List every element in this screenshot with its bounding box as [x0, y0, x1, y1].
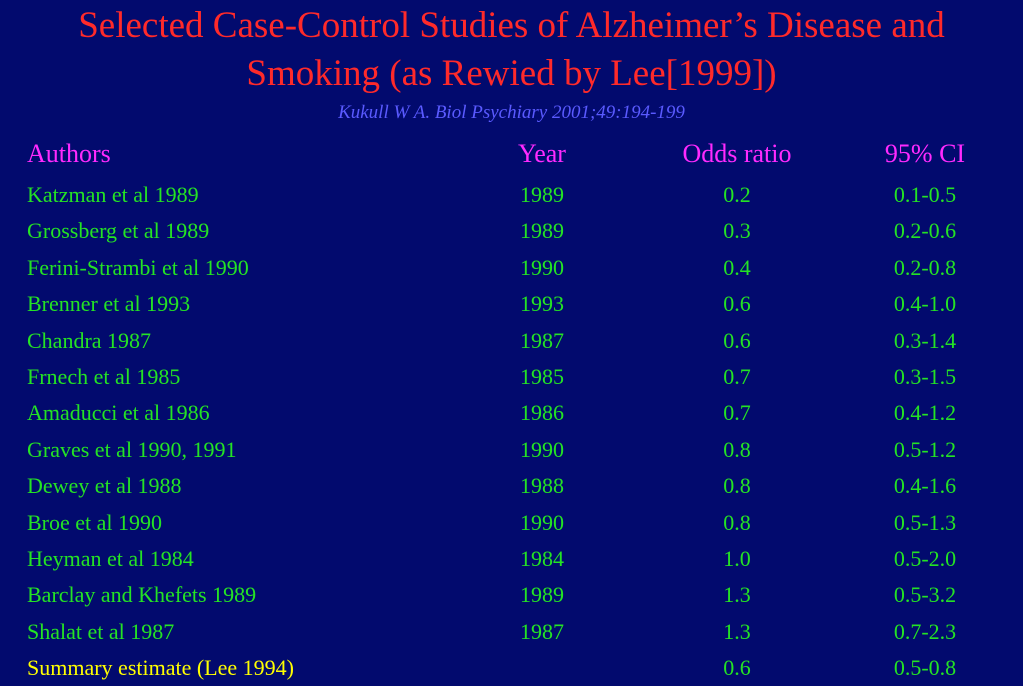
- cell-odds-ratio: 0.7: [723, 363, 751, 389]
- slide-title-line-2: Smoking (as Rewied by Lee[1999]): [246, 53, 777, 94]
- cell-author: Brenner et al 1993: [27, 291, 191, 317]
- cell-year: 1984: [520, 545, 564, 571]
- table-row: Brenner et al 1993 1993 0.6 0.4-1.0: [0, 286, 1023, 322]
- cell-odds-ratio: 0.7: [723, 400, 751, 426]
- cell-ci: 0.5-1.3: [893, 509, 957, 535]
- summary-author: Summary estimate (Lee 1994): [27, 655, 294, 681]
- slide-title-line-1: Selected Case-Control Studies of Alzheim…: [78, 5, 945, 46]
- header-authors: Authors: [27, 139, 111, 168]
- table-row: Barclay and Khefets 1989 1989 1.3 0.5-3.…: [0, 577, 1023, 613]
- cell-year: 1987: [520, 327, 564, 353]
- cell-author: Chandra 1987: [27, 327, 152, 353]
- table-row: Katzman et al 1989 1989 0.2 0.1-0.5: [0, 177, 1023, 213]
- cell-ci: 0.7-2.3: [893, 618, 957, 644]
- cell-ci: 0.5-1.2: [893, 436, 957, 462]
- cell-author: Graves et al 1990, 1991: [27, 436, 237, 462]
- cell-year: 1987: [520, 618, 564, 644]
- table-row: Shalat et al 1987 1987 1.3 0.7-2.3: [0, 614, 1023, 650]
- cell-year: 1989: [520, 582, 564, 608]
- table-row: Dewey et al 1988 1988 0.8 0.4-1.6: [0, 468, 1023, 504]
- cell-odds-ratio: 0.8: [723, 509, 751, 535]
- cell-odds-ratio: 0.6: [723, 327, 751, 353]
- summary-ci: 0.5-0.8: [893, 655, 957, 681]
- cell-ci: 0.1-0.5: [893, 182, 957, 207]
- cell-author: Amaducci et al 1986: [27, 400, 210, 426]
- table-row: Chandra 1987 1987 0.6 0.3-1.4: [0, 323, 1023, 359]
- cell-ci: 0.4-1.6: [893, 473, 957, 499]
- studies-table: Katzman et al 1989 1989 0.2 0.1-0.5 Gros…: [0, 177, 1023, 686]
- table-row: Broe et al 1990 1990 0.8 0.5-1.3: [0, 505, 1023, 541]
- cell-ci: 0.2-0.6: [893, 218, 957, 244]
- cell-author: Frnech et al 1985: [27, 363, 181, 389]
- cell-author: Barclay and Khefets 1989: [27, 582, 257, 608]
- cell-author: Grossberg et al 1989: [27, 218, 210, 244]
- table-row: Grossberg et al 1989 1989 0.3 0.2-0.6: [0, 213, 1023, 249]
- cell-year: 1989: [520, 218, 564, 244]
- cell-ci: 0.5-3.2: [893, 582, 957, 608]
- cell-odds-ratio: 1.3: [723, 618, 751, 644]
- table-row: Ferini-Strambi et al 1990 1990 0.4 0.2-0…: [0, 250, 1023, 286]
- cell-year: 1985: [520, 363, 564, 389]
- cell-odds-ratio: 0.2: [723, 182, 751, 207]
- cell-year: 1989: [520, 182, 564, 207]
- cell-odds-ratio: 1.0: [723, 545, 751, 571]
- citation: Kukull W A. Biol Psychiary 2001;49:194-1…: [338, 102, 685, 123]
- table-row: Frnech et al 1985 1985 0.7 0.3-1.5: [0, 359, 1023, 395]
- table-row: Graves et al 1990, 1991 1990 0.8 0.5-1.2: [0, 432, 1023, 468]
- cell-odds-ratio: 0.8: [723, 436, 751, 462]
- cell-odds-ratio: 0.8: [723, 473, 751, 499]
- cell-ci: 0.5-2.0: [893, 545, 957, 571]
- header-odds-ratio: Odds ratio: [682, 139, 792, 168]
- cell-year: 1990: [520, 509, 564, 535]
- header-ci: 95% CI: [884, 139, 966, 168]
- cell-ci: 0.3-1.4: [893, 327, 957, 353]
- cell-odds-ratio: 1.3: [723, 582, 751, 608]
- cell-odds-ratio: 0.4: [723, 254, 751, 280]
- cell-ci: 0.4-1.2: [893, 400, 957, 426]
- cell-author: Ferini-Strambi et al 1990: [27, 254, 249, 280]
- cell-author: Heyman et al 1984: [27, 545, 194, 571]
- cell-odds-ratio: 0.6: [723, 291, 751, 317]
- cell-year: 1986: [520, 400, 564, 426]
- table-row: Amaducci et al 1986 1986 0.7 0.4-1.2: [0, 395, 1023, 431]
- cell-author: Broe et al 1990: [27, 509, 163, 535]
- cell-year: 1990: [520, 254, 564, 280]
- cell-ci: 0.3-1.5: [893, 363, 957, 389]
- header-year: Year: [518, 139, 566, 168]
- summary-row: Summary estimate (Lee 1994) 0.6 0.5-0.8: [0, 650, 1023, 686]
- cell-year: 1993: [520, 291, 564, 317]
- cell-ci: 0.4-1.0: [893, 291, 957, 317]
- summary-odds-ratio: 0.6: [723, 655, 751, 681]
- cell-author: Shalat et al 1987: [27, 618, 175, 644]
- table-row: Heyman et al 1984 1984 1.0 0.5-2.0: [0, 541, 1023, 577]
- cell-year: 1990: [520, 436, 564, 462]
- cell-year: 1988: [520, 473, 564, 499]
- cell-author: Dewey et al 1988: [27, 473, 182, 499]
- cell-odds-ratio: 0.3: [723, 218, 751, 244]
- cell-author: Katzman et al 1989: [27, 182, 199, 207]
- cell-ci: 0.2-0.8: [893, 254, 957, 280]
